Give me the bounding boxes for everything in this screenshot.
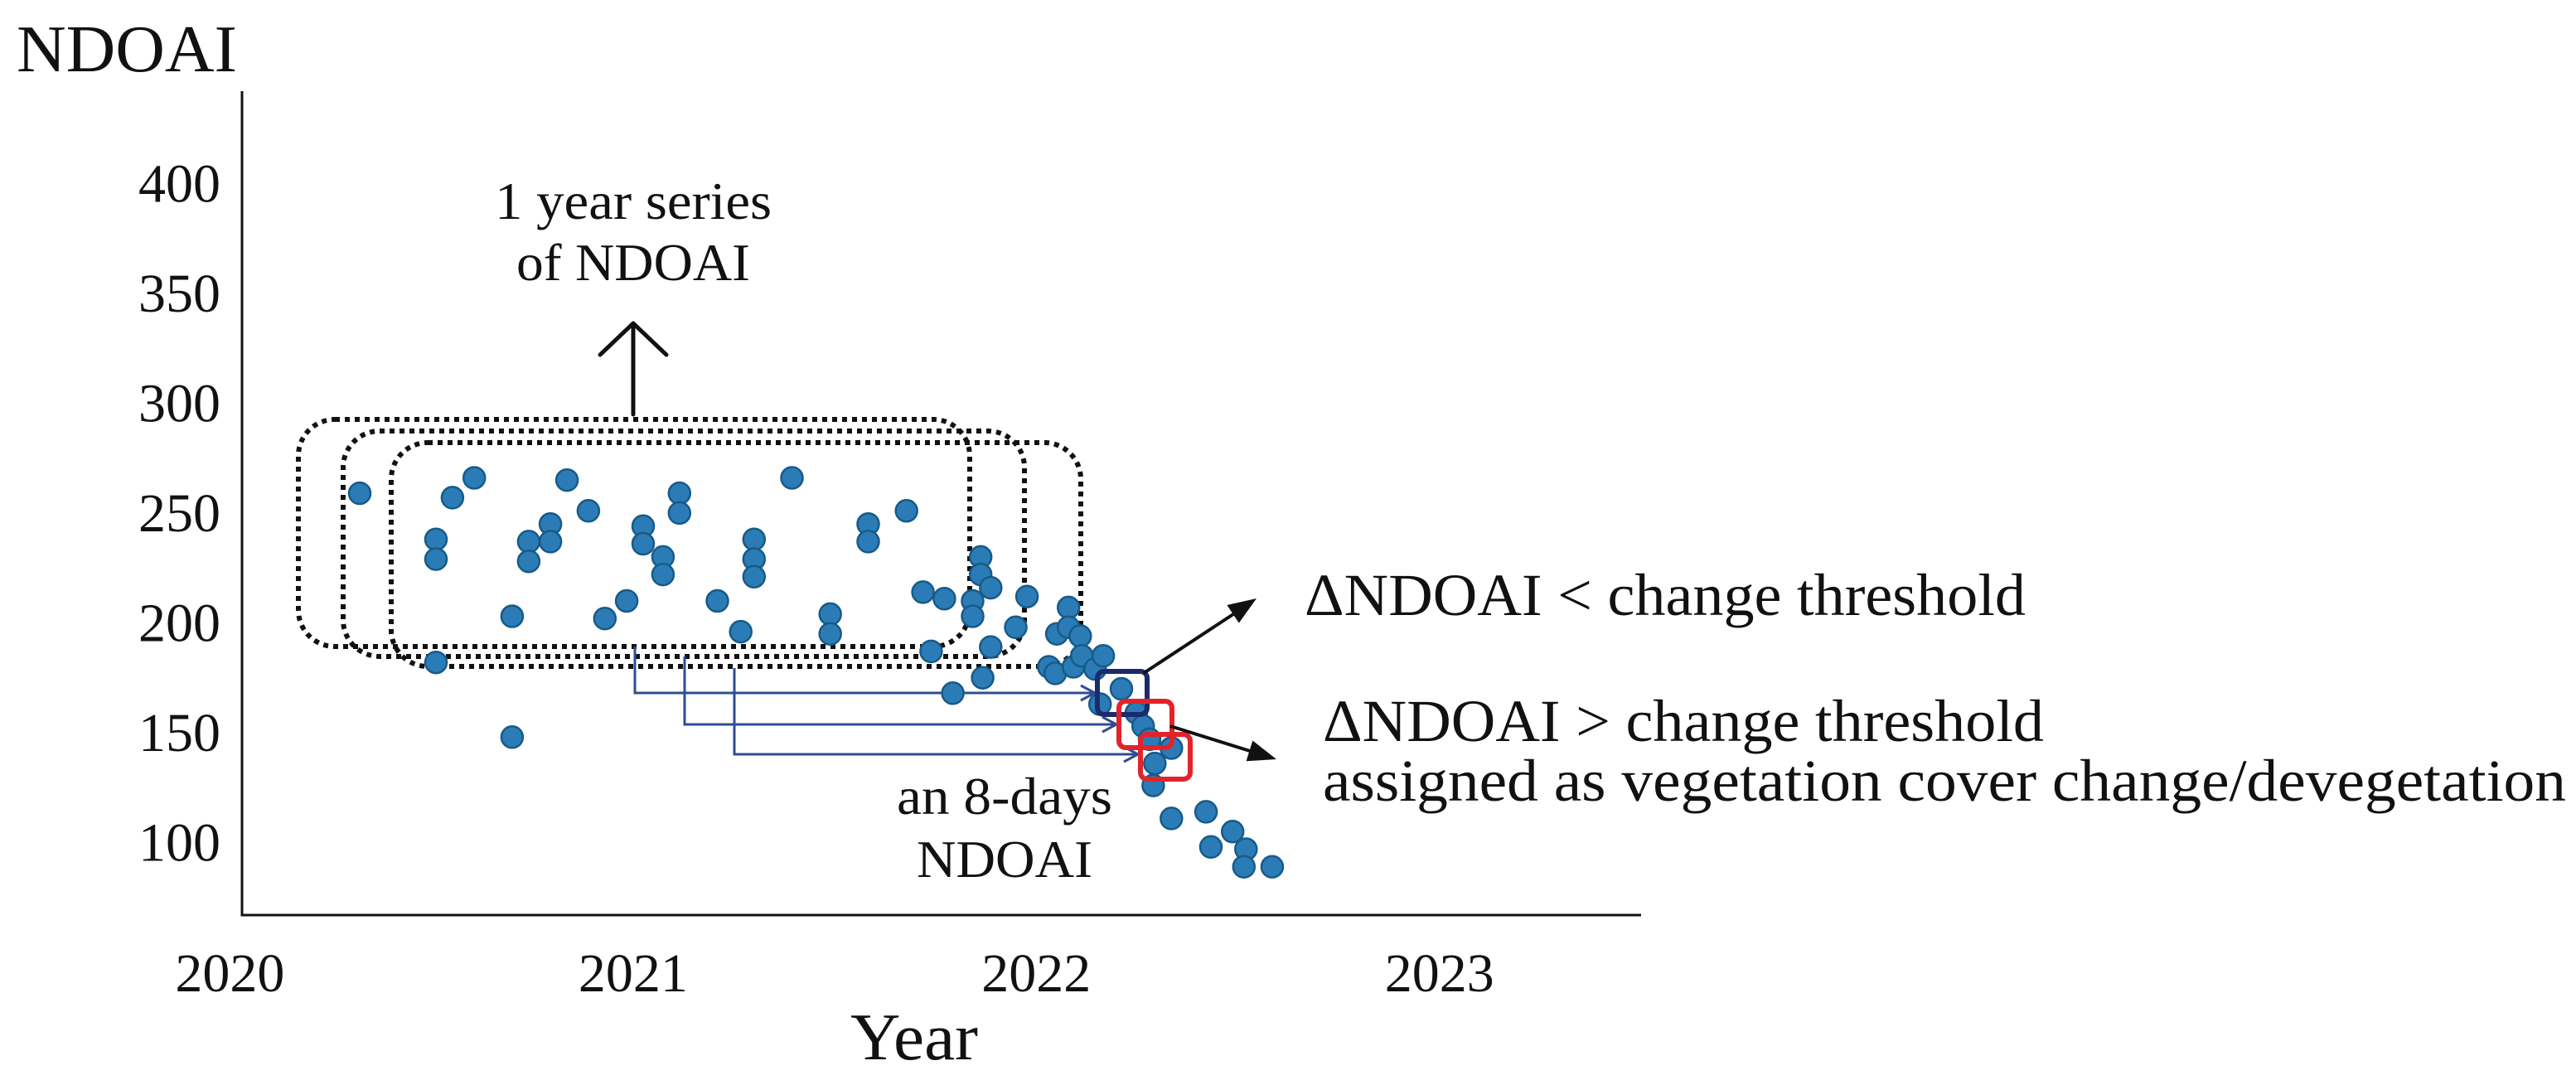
- data-point: [614, 589, 639, 613]
- up-arrow-icon: [598, 321, 669, 417]
- x-tick-labels: 2020 2021 2022 2023: [175, 943, 1494, 1004]
- point-label-line-2: NDOAI: [917, 830, 1092, 889]
- below-threshold-arrow-shaft: [1142, 613, 1235, 675]
- data-point: [667, 481, 692, 506]
- above-threshold-arrowhead: [1246, 740, 1276, 762]
- unchanged-highlight-box: [1095, 669, 1150, 717]
- data-point: [1143, 751, 1167, 776]
- x-tick-label: 2020: [175, 943, 284, 1004]
- data-point: [742, 527, 767, 551]
- above-threshold-arrow-shaft: [1169, 724, 1251, 753]
- data-point: [780, 466, 804, 490]
- data-point: [347, 481, 372, 506]
- data-point: [651, 562, 675, 587]
- data-points: [347, 466, 1285, 879]
- data-point: [538, 530, 563, 554]
- window-label: 1 year series of NDOAI: [495, 172, 772, 417]
- point-label-line-1: an 8-days: [897, 767, 1112, 826]
- above-threshold-label: ΔNDOAI > change threshold: [1323, 688, 2044, 754]
- data-point: [1232, 855, 1257, 879]
- data-point: [1160, 806, 1184, 831]
- data-point: [1056, 595, 1081, 620]
- data-point: [631, 531, 656, 556]
- x-axis-title: Year: [850, 1001, 978, 1074]
- y-axis-title: NDOAI: [17, 13, 237, 86]
- data-point: [1220, 820, 1245, 844]
- data-point: [742, 564, 767, 589]
- data-point: [979, 575, 1003, 600]
- data-point: [500, 725, 525, 749]
- x-tick-label: 2023: [1385, 943, 1494, 1004]
- data-point: [705, 589, 729, 613]
- data-point: [1004, 615, 1028, 640]
- data-point: [462, 466, 487, 490]
- data-point: [424, 527, 448, 551]
- y-tick-label: 200: [138, 593, 220, 654]
- data-point: [818, 622, 842, 646]
- data-point: [729, 619, 753, 644]
- moving-windows: [296, 417, 1083, 669]
- data-point: [894, 499, 918, 523]
- data-point: [424, 547, 448, 571]
- y-tick-labels: 100 150 200 250 300 350 400: [138, 153, 220, 873]
- changed-highlight-box-2: [1138, 732, 1193, 782]
- connector-line-1: [633, 647, 1094, 695]
- data-point: [516, 530, 541, 554]
- data-point: [554, 467, 579, 492]
- data-point: [667, 501, 692, 526]
- x-tick-label: 2021: [579, 943, 688, 1004]
- data-point: [1014, 584, 1039, 608]
- below-threshold-arrowhead: [1227, 598, 1257, 623]
- below-threshold-arrow: [1142, 598, 1257, 675]
- y-tick-label: 350: [138, 264, 220, 324]
- data-point: [593, 606, 617, 631]
- connector-line-2: [683, 656, 1116, 726]
- data-point: [516, 549, 541, 574]
- data-point: [1091, 643, 1116, 668]
- data-point: [856, 530, 880, 554]
- below-threshold-label: ΔNDOAI < change threshold: [1305, 562, 2026, 628]
- x-tick-label: 2022: [981, 943, 1091, 1004]
- y-tick-label: 250: [138, 483, 220, 544]
- data-point: [440, 486, 465, 510]
- data-point: [818, 602, 842, 627]
- data-point: [424, 650, 448, 675]
- data-point: [500, 604, 525, 628]
- data-point: [911, 580, 935, 604]
- changed-highlight-box-1: [1116, 699, 1174, 750]
- connector-line-3: [733, 668, 1137, 756]
- data-point: [1194, 800, 1218, 824]
- data-point: [919, 639, 943, 664]
- y-tick-label: 400: [138, 153, 220, 214]
- window-label-line-2: of NDOAI: [516, 233, 750, 292]
- data-point: [1260, 855, 1285, 879]
- y-tick-label: 150: [138, 703, 220, 763]
- y-tick-label: 100: [138, 813, 220, 874]
- data-point: [1198, 835, 1223, 860]
- data-point: [932, 587, 956, 611]
- data-point: [1109, 676, 1134, 701]
- data-point: [576, 499, 601, 523]
- data-point: [961, 604, 985, 628]
- data-point: [1068, 624, 1092, 648]
- data-point: [971, 666, 995, 690]
- data-point: [979, 635, 1003, 659]
- y-tick-label: 300: [138, 373, 220, 434]
- devegetation-note: assigned as vegetation cover change/deve…: [1323, 748, 2566, 814]
- moving-window-3: [389, 440, 1083, 669]
- data-point: [941, 681, 965, 705]
- window-label-line-1: 1 year series: [495, 172, 772, 230]
- above-threshold-arrow: [1169, 724, 1276, 762]
